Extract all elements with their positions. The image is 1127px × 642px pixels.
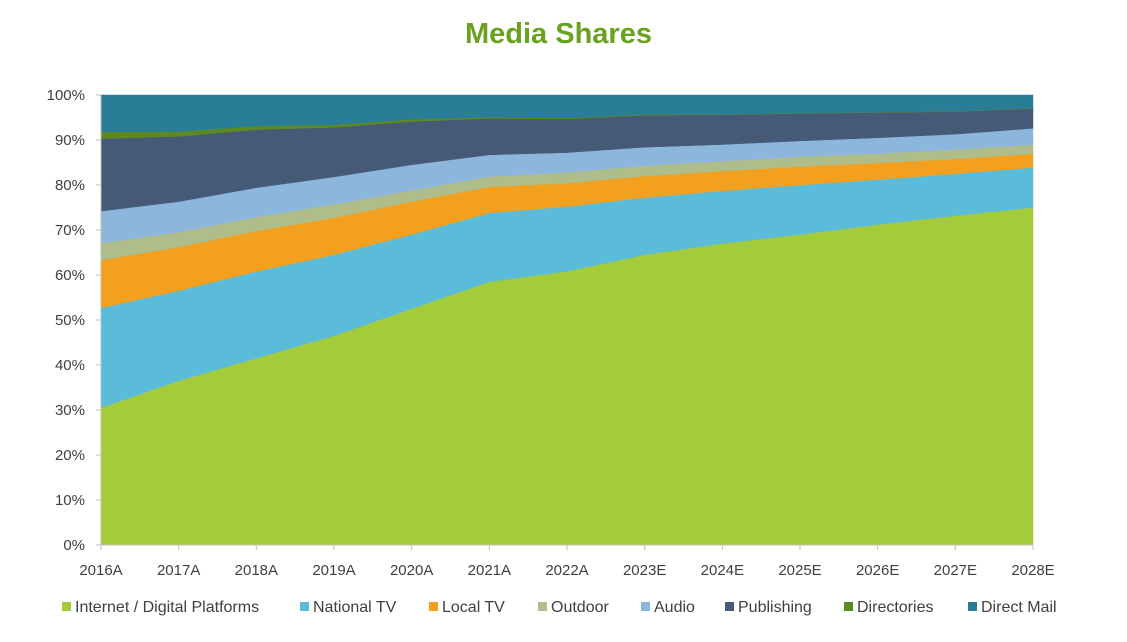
legend-swatch (844, 602, 853, 611)
x-tick-label: 2023E (623, 562, 666, 579)
legend-item: Outdoor (538, 597, 609, 619)
y-tick-label: 80% (55, 177, 85, 194)
legend-label: Direct Mail (981, 599, 1057, 616)
legend-item: Audio (641, 597, 695, 619)
legend-swatch (725, 602, 734, 611)
axes-layer (96, 94, 1034, 550)
legend-label: Outdoor (551, 599, 609, 616)
y-tick-label: 60% (55, 267, 85, 284)
legend-swatch (641, 602, 650, 611)
legend: Internet / Digital Platforms National TV L… (62, 597, 1122, 619)
legend-item: Local TV (429, 597, 505, 619)
y-tick-label: 100% (47, 87, 85, 104)
chart-title: Media Shares (465, 18, 652, 50)
legend-label: Local TV (442, 599, 505, 616)
y-tick-label: 10% (55, 492, 85, 509)
legend-swatch (300, 602, 309, 611)
y-tick-label: 0% (63, 537, 85, 554)
y-tick-label: 90% (55, 132, 85, 149)
legend-item: Internet / Digital Platforms (62, 597, 259, 619)
legend-label: Publishing (738, 599, 812, 616)
area-series-direct-mail (100, 94, 1034, 133)
legend-swatch (62, 602, 71, 611)
x-tick-label: 2024E (701, 562, 744, 579)
x-tick-label: 2016A (79, 562, 122, 579)
legend-swatch (538, 602, 547, 611)
x-tick-label: 2020A (390, 562, 433, 579)
legend-item: Directories (844, 597, 933, 619)
y-tick-label: 40% (55, 357, 85, 374)
legend-swatch (429, 602, 438, 611)
legend-label: National TV (313, 599, 397, 616)
legend-label: Audio (654, 599, 695, 616)
y-tick-label: 20% (55, 447, 85, 464)
y-tick-labels: 0% 10% 20% 30% 40% 50% 60% 70% 80% 90% 100% (47, 87, 85, 554)
legend-item: National TV (300, 597, 396, 619)
y-tick-label: 50% (55, 312, 85, 329)
legend-label: Directories (857, 599, 934, 616)
legend-item: Publishing (725, 597, 812, 619)
areas-layer (100, 94, 1034, 546)
legend-swatch (968, 602, 977, 611)
x-tick-label: 2025E (778, 562, 821, 579)
x-tick-label: 2022A (545, 562, 588, 579)
x-tick-label: 2018A (235, 562, 278, 579)
x-tick-labels: 2016A 2017A 2018A 2019A 2020A 2021A 2022A 2023E… (79, 562, 1054, 579)
x-tick-label: 2019A (312, 562, 355, 579)
y-tick-label: 70% (55, 222, 85, 239)
x-tick-label: 2017A (157, 562, 200, 579)
x-tick-label: 2026E (856, 562, 899, 579)
y-tick-label: 30% (55, 402, 85, 419)
x-tick-label: 2021A (468, 562, 511, 579)
x-tick-label: 2028E (1011, 562, 1054, 579)
legend-item: Direct Mail (968, 597, 1057, 619)
legend-label: Internet / Digital Platforms (75, 599, 260, 616)
x-tick-label: 2027E (934, 562, 977, 579)
